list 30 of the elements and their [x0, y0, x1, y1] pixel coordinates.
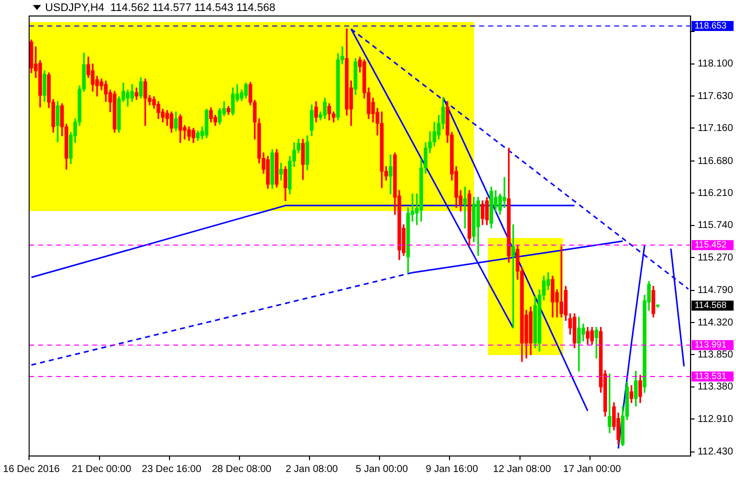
- x-tick-label: 21 Dec 00:00: [72, 464, 132, 475]
- chart-title: USDJPY,H4 114.562 114.577 114.543 114.568: [45, 2, 276, 14]
- y-tick-label: 115.740: [698, 220, 734, 232]
- ref-line-label: 113.531: [694, 371, 726, 382]
- x-tick-label: 2 Jan 08:00: [286, 464, 338, 475]
- y-tick-label: 113.380: [698, 382, 734, 393]
- x-tick-label: 12 Jan 08:00: [493, 464, 552, 475]
- y-tick-label: 117.630: [698, 90, 734, 102]
- ref-line-label: 115.452: [694, 240, 726, 250]
- x-tick-label: 23 Dec 16:00: [142, 464, 202, 475]
- x-tick-label: 9 Jan 16:00: [426, 464, 478, 475]
- ref-line-label: 113.991: [694, 340, 726, 350]
- candlestick: [608, 374, 612, 434]
- y-tick-label: 114.320: [698, 317, 734, 328]
- x-tick-label: 16 Dec 2016: [3, 464, 60, 475]
- y-tick-label: 115.270: [698, 252, 734, 264]
- ref-line-label: 118.653: [694, 20, 726, 31]
- y-tick-label: 112.910: [698, 414, 734, 425]
- candlestick: [463, 186, 467, 228]
- y-tick-label: 112.430: [698, 446, 734, 458]
- y-tick-label: 117.160: [698, 122, 734, 134]
- y-tick-label: 113.850: [698, 349, 734, 360]
- x-tick-label: 5 Jan 00:00: [356, 464, 408, 475]
- x-tick-label: 17 Jan 00:00: [563, 464, 622, 475]
- y-tick-label: 116.210: [698, 188, 734, 199]
- y-tick-label: 114.790: [698, 285, 734, 296]
- y-tick-label: 118.100: [698, 58, 734, 70]
- text: 114.568: [694, 300, 726, 310]
- y-tick-label: 116.680: [698, 156, 734, 167]
- x-tick-label: 28 Dec 08:00: [212, 464, 272, 475]
